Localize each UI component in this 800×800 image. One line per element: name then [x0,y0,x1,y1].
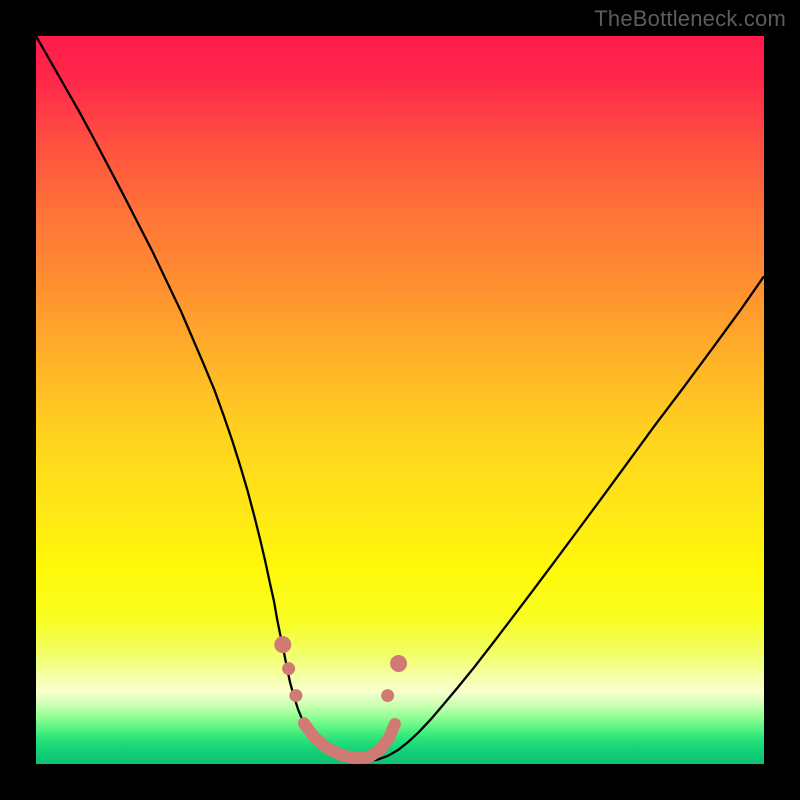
marker-bottom-stroke [304,723,395,758]
marker-dot [381,689,394,702]
marker-dot [289,689,302,702]
marker-dot [282,662,295,675]
chart-container: TheBottleneck.com [0,0,800,800]
marker-dots-group [274,636,407,702]
curve-layer [36,36,764,764]
plot-area [36,36,764,764]
bottleneck-curve [36,36,764,761]
marker-dot [274,636,291,653]
watermark-text: TheBottleneck.com [594,6,786,32]
marker-dot [390,655,407,672]
